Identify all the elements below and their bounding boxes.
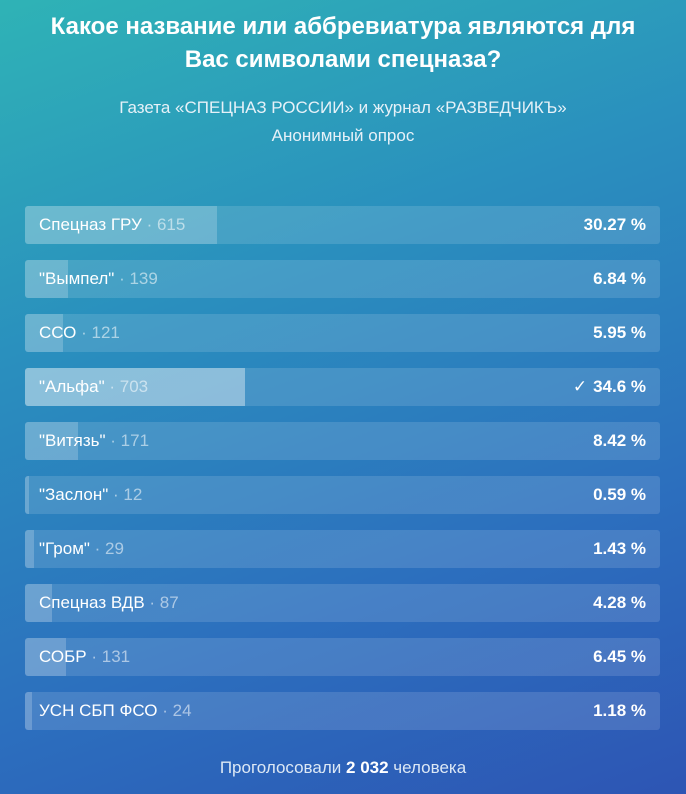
option-label: "Альфа" · 703 [39,377,149,396]
poll-option[interactable]: СОБР · 131 6.45 % [25,638,660,676]
option-label: ССО · 121 [39,323,120,342]
result-bar [25,476,29,514]
vote-count: · 171 [110,431,150,450]
option-label: УСН СБП ФСО · 24 [39,701,192,720]
option-label: Спецназ ВДВ · 87 [39,593,179,612]
option-label: "Вымпел" · 139 [39,269,158,288]
result-bar [25,206,218,244]
option-label: СОБР · 131 [39,647,131,666]
poll-option[interactable]: "Заслон" · 12 0.59 % [25,476,660,514]
poll-title: Какое название или аббревиатура являются… [50,13,636,73]
vote-count: · 12 [112,485,143,504]
vote-count: · 703 [109,377,149,396]
result-bar [25,422,79,460]
total-votes: Проголосовали 2 032 человека [219,758,467,777]
poll-option[interactable]: УСН СБП ФСО · 24 1.18 % [25,692,660,730]
option-percent: 4.28 % [593,593,646,612]
poll-option[interactable]: "Вымпел" · 139 6.84 % [25,260,660,298]
vote-count: · 121 [81,323,120,342]
poll-source: Газета «СПЕЦНАЗ РОССИИ» и журнал «РАЗВЕД… [119,98,567,117]
poll-option[interactable]: ССО · 121 5.95 % [25,314,660,352]
poll-option[interactable]: Спецназ ВДВ · 87 4.28 % [25,584,660,622]
option-percent: 5.95 % [593,323,646,342]
vote-count: · 29 [94,539,124,558]
poll-type: Анонимный опрос [271,126,415,145]
poll-option[interactable]: "Гром" · 29 1.43 % [25,530,660,568]
result-bar [25,260,69,298]
option-percent: 6.84 % [593,269,646,288]
option-label: "Витязь" · 171 [39,431,150,450]
result-bar [25,530,35,568]
result-bar [25,584,53,622]
option-percent: ✓ 34.6 % [573,368,646,406]
option-label: Спецназ ГРУ · 615 [39,215,186,234]
vote-count: · 24 [162,701,192,720]
result-bar [25,368,245,406]
option-percent: 8.42 % [593,431,646,450]
option-label: "Заслон" · 12 [39,485,143,504]
poll-option[interactable]: Спецназ ГРУ · 615 30.27 % [25,206,660,244]
poll-options: Спецназ ГРУ · 615 30.27 % "Вымпел" · 139… [25,206,660,746]
vote-count: · 87 [149,593,179,612]
poll-option-selected[interactable]: "Альфа" · 703 ✓ 34.6 % [25,368,660,406]
result-bar [25,314,63,352]
option-percent: 6.45 % [593,647,646,666]
vote-count: · 615 [146,215,186,234]
option-percent: 1.43 % [593,539,646,558]
option-percent: 0.59 % [593,485,646,504]
vote-count: · 131 [91,647,131,666]
result-bar [25,692,33,730]
checkmark-icon: ✓ [572,377,588,396]
vote-count: · 139 [119,269,158,288]
poll-option[interactable]: "Витязь" · 171 8.42 % [25,422,660,460]
option-percent: 30.27 % [583,215,646,234]
poll-subtitle: Газета «СПЕЦНАЗ РОССИИ» и журнал «РАЗВЕД… [0,94,686,150]
option-label: "Гром" · 29 [39,539,124,558]
result-bar [25,638,66,676]
option-percent: 1.18 % [593,701,646,720]
